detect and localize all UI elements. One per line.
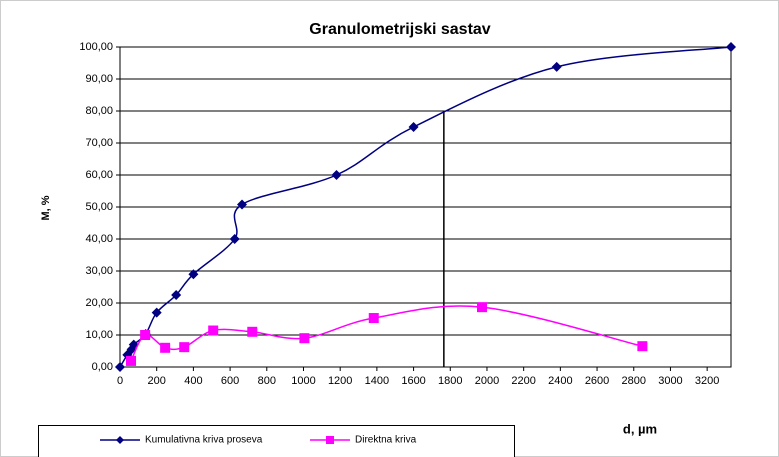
square-marker — [637, 341, 648, 352]
y-tick-label: 60,00 — [85, 169, 113, 181]
square-marker — [247, 326, 258, 337]
diamond-marker — [726, 42, 736, 52]
diamond-marker — [408, 122, 419, 132]
diamond-marker — [171, 290, 182, 300]
x-tick-label: 2200 — [511, 375, 535, 387]
y-tick-label: 20,00 — [85, 297, 113, 309]
square-marker — [179, 342, 190, 353]
y-tick-label: 70,00 — [85, 137, 113, 149]
y-tick-label: 100,00 — [79, 41, 113, 53]
legend-label: Kumulativna kriva proseva — [145, 435, 263, 446]
square-marker — [126, 355, 137, 366]
x-tick-label: 1800 — [438, 375, 462, 387]
x-tick-label: 1400 — [365, 375, 389, 387]
square-marker — [208, 325, 219, 336]
x-tick-label: 2000 — [475, 375, 499, 387]
x-tick-label: 3000 — [658, 375, 682, 387]
diamond-marker — [551, 61, 562, 72]
x-tick-label: 1000 — [291, 375, 315, 387]
legend-marker — [116, 436, 124, 444]
x-tick-label: 3200 — [695, 375, 719, 387]
x-tick-label: 1600 — [401, 375, 425, 387]
x-tick-label: 2600 — [585, 375, 609, 387]
square-marker — [368, 313, 379, 324]
square-marker — [477, 302, 488, 313]
y-tick-label: 50,00 — [85, 201, 113, 213]
square-marker — [299, 333, 310, 344]
y-tick-label: 40,00 — [85, 233, 113, 245]
y-axis-label: M, % — [40, 195, 52, 220]
diamond-marker — [151, 307, 162, 318]
x-tick-label: 800 — [258, 375, 276, 387]
y-tick-label: 90,00 — [85, 73, 113, 85]
x-tick-label: 2400 — [548, 375, 572, 387]
y-tick-label: 30,00 — [85, 265, 113, 277]
y-tick-label: 0,00 — [92, 361, 113, 373]
chart-title: Granulometrijski sastav — [309, 21, 491, 38]
x-tick-label: 600 — [221, 375, 239, 387]
x-tick-label: 400 — [184, 375, 202, 387]
legend-box — [38, 425, 515, 457]
diamond-marker — [229, 234, 240, 244]
diamond-marker — [237, 199, 248, 210]
x-tick-label: 1200 — [328, 375, 352, 387]
diamond-marker — [115, 362, 125, 372]
x-tick-label: 0 — [117, 375, 123, 387]
x-tick-label: 2800 — [622, 375, 646, 387]
legend-marker — [326, 436, 334, 444]
y-tick-label: 10,00 — [85, 329, 113, 341]
x-axis-label: d, µm — [623, 421, 657, 436]
diamond-marker — [331, 170, 342, 180]
square-marker — [140, 330, 151, 340]
square-marker — [160, 342, 171, 353]
diamond-marker — [188, 269, 199, 280]
legend-label: Direktna kriva — [355, 435, 417, 446]
y-tick-label: 80,00 — [85, 105, 113, 117]
x-tick-label: 200 — [148, 375, 166, 387]
